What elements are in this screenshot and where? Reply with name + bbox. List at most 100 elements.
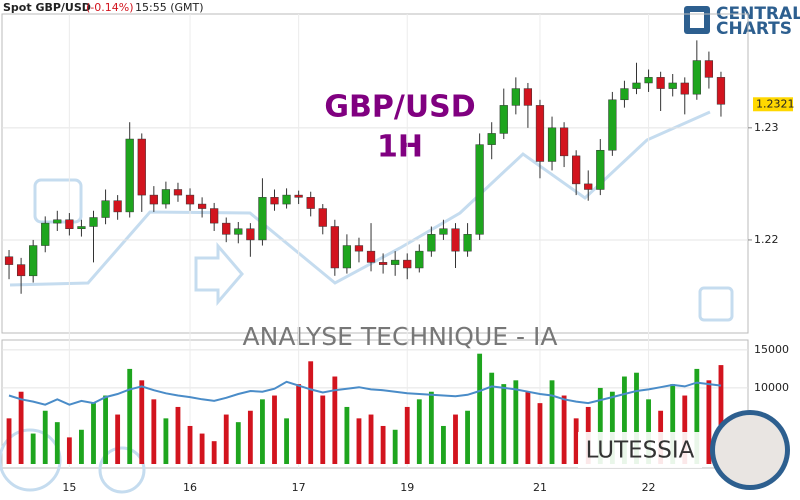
candle-body	[4, 256, 14, 265]
watermark-banner: ANALYSE TECHNIQUE - IA	[243, 322, 558, 351]
volume-bar	[609, 391, 615, 464]
candle-body	[77, 226, 86, 229]
candle-body	[197, 203, 207, 209]
volume-bar	[344, 406, 350, 464]
candle-body	[559, 127, 569, 157]
candle-body	[644, 77, 653, 84]
instrument: Spot GBP/USD	[3, 1, 91, 14]
volume-bar	[634, 372, 639, 464]
volume-bar	[163, 418, 169, 464]
candle-body	[523, 88, 533, 106]
volume-bar	[718, 365, 724, 464]
volume-bar	[622, 376, 627, 464]
volume-bar	[682, 395, 688, 464]
last-price-label: 1.2321	[756, 97, 795, 110]
candle-body	[173, 189, 183, 196]
x-tick-label: 22	[642, 481, 656, 494]
candle-body	[16, 264, 26, 277]
volume-bar	[115, 414, 121, 464]
volume-bar	[513, 380, 519, 464]
candle-body	[403, 259, 412, 269]
volume-bar	[597, 387, 603, 464]
volume-bar	[223, 414, 229, 464]
candle-body	[125, 138, 134, 213]
volume-bar	[646, 399, 651, 464]
candle-body	[65, 219, 74, 229]
volume-panel	[1, 339, 749, 469]
candle-body	[282, 194, 291, 205]
logo-text: CHARTS	[716, 19, 792, 39]
candle-body	[41, 222, 50, 246]
candle-body	[463, 234, 472, 252]
volume-bar	[54, 422, 60, 464]
volume-bar	[139, 380, 145, 464]
candle-body	[584, 183, 593, 190]
candle-body	[511, 88, 520, 106]
volume-bar	[670, 384, 676, 464]
candle-body	[427, 234, 436, 252]
volume-bar	[18, 391, 24, 464]
volume-bar	[501, 384, 507, 464]
candle-body	[704, 60, 714, 78]
candle-body	[246, 228, 255, 241]
candle-body	[535, 105, 545, 162]
candle-body	[620, 88, 629, 101]
volume-bar	[151, 399, 157, 464]
volume-bar	[404, 406, 410, 464]
candle-body	[378, 262, 388, 265]
x-tick-label: 19	[400, 481, 414, 494]
volume-bar	[368, 414, 374, 464]
candle-body	[487, 133, 496, 145]
volume-bar	[416, 399, 422, 464]
volume-bar	[284, 418, 289, 464]
volume-bar	[235, 422, 241, 464]
candle-body	[415, 250, 424, 269]
candle-body	[354, 245, 364, 252]
candle-body	[656, 77, 665, 89]
candle-body	[596, 149, 605, 190]
candle-body	[53, 219, 62, 224]
y-tick-label: 1.23	[754, 121, 779, 134]
volume-bar	[441, 425, 446, 464]
candle-body	[101, 200, 110, 218]
volume-bar	[332, 376, 338, 464]
volume-bar	[489, 372, 495, 464]
volume-bar	[525, 391, 531, 464]
y-tick-label: 15000	[754, 343, 789, 356]
candle-body	[342, 245, 352, 269]
candle-body	[716, 77, 726, 105]
candle-body	[234, 228, 243, 235]
volume-bar	[103, 395, 108, 464]
volume-bar	[453, 414, 458, 464]
candle-body	[185, 194, 195, 205]
volume-bar	[79, 429, 84, 464]
volume-bar	[187, 425, 193, 464]
candle-body	[451, 228, 460, 252]
volume-bar	[66, 437, 72, 464]
chart-title: GBP/USD	[324, 90, 475, 125]
candle-body	[366, 250, 376, 263]
brand-box	[578, 432, 702, 468]
volume-bar	[477, 353, 483, 464]
logo-text: CENTRAL	[716, 4, 800, 24]
candle-body	[306, 197, 315, 209]
candle-body	[692, 60, 701, 95]
candle-body	[680, 82, 689, 95]
candle-body	[137, 138, 146, 196]
y-tick-label: 10000	[754, 381, 789, 394]
watermark-decoration	[0, 110, 734, 494]
chart-subtitle: 1H	[377, 130, 423, 165]
candle-body	[161, 189, 171, 205]
volume-bar	[380, 425, 386, 464]
candle-body	[475, 144, 484, 235]
candle-body	[391, 259, 400, 265]
volume-bar	[573, 418, 579, 464]
volume-bar	[91, 403, 96, 464]
volume-average	[8, 380, 722, 406]
volume-bar	[42, 410, 48, 464]
candle-body	[668, 82, 677, 89]
volume-bar	[272, 395, 277, 464]
volume-bar	[308, 361, 314, 464]
volume-bar	[356, 418, 362, 464]
